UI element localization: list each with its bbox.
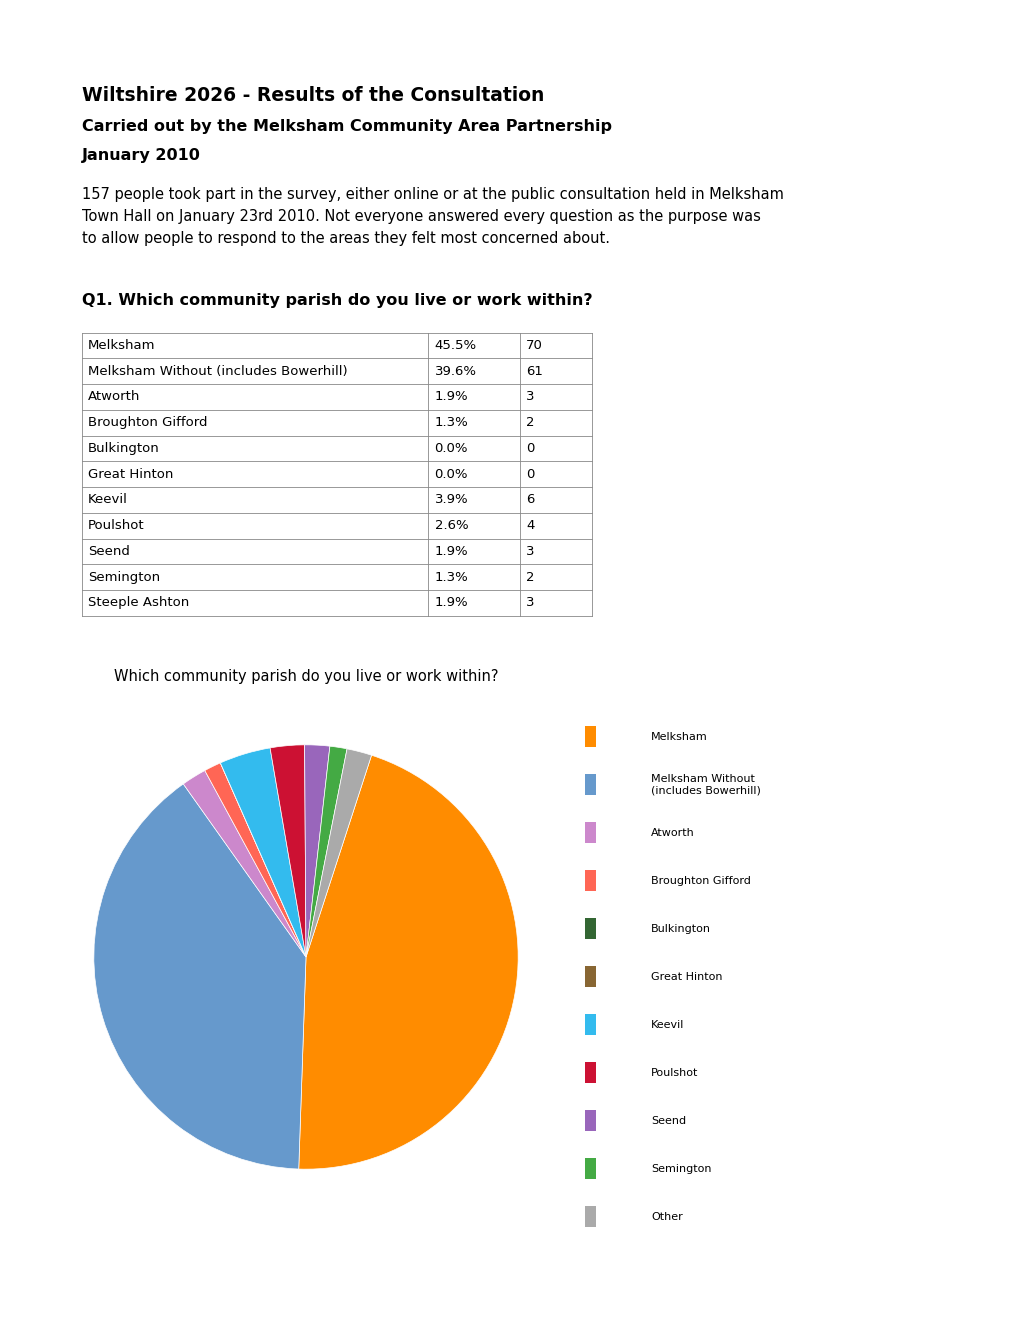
Wedge shape [220,763,306,957]
Wedge shape [183,771,306,957]
Wedge shape [305,744,329,957]
Text: Bulkington: Bulkington [88,442,159,455]
Text: Other: Other [650,1212,683,1222]
Text: 3: 3 [526,597,534,610]
Wedge shape [299,755,518,1170]
Text: 45.5%: 45.5% [434,339,476,352]
Text: 0: 0 [526,442,534,455]
Wedge shape [270,744,306,957]
Text: Q1. Which community parish do you live or work within?: Q1. Which community parish do you live o… [82,293,592,308]
Text: 1.3%: 1.3% [434,570,468,583]
Text: 0: 0 [526,467,534,480]
Bar [585,1206,595,1228]
Text: Melksham: Melksham [88,339,155,352]
Bar [585,966,595,987]
Text: Steeple Ashton: Steeple Ashton [88,597,189,610]
Text: Semington: Semington [650,1164,711,1173]
Text: Atworth: Atworth [88,391,140,404]
Text: Wiltshire 2026 - Results of the Consultation: Wiltshire 2026 - Results of the Consulta… [82,86,543,104]
Bar [585,1063,595,1084]
Text: Keevil: Keevil [88,494,127,507]
Text: 39.6%: 39.6% [434,364,476,378]
Wedge shape [306,746,346,957]
Bar [585,919,595,940]
Text: Melksham: Melksham [650,731,707,742]
Text: Atworth: Atworth [650,828,694,838]
Bar [585,1158,595,1179]
Wedge shape [94,784,306,1170]
Text: 0.0%: 0.0% [434,467,468,480]
Text: Semington: Semington [88,570,160,583]
Text: Carried out by the Melksham Community Area Partnership: Carried out by the Melksham Community Ar… [82,119,611,133]
Wedge shape [220,748,306,957]
Text: 6: 6 [526,494,534,507]
Text: Seend: Seend [650,1115,686,1126]
Bar [585,1014,595,1035]
Text: 2: 2 [526,416,534,429]
Text: January 2010: January 2010 [82,148,201,162]
Text: Melksham Without
(includes Bowerhill): Melksham Without (includes Bowerhill) [650,774,760,796]
Text: 70: 70 [526,339,543,352]
Text: 2: 2 [526,570,534,583]
Text: Broughton Gifford: Broughton Gifford [650,875,750,886]
Text: 1.9%: 1.9% [434,545,468,558]
Bar [585,775,595,796]
Text: Broughton Gifford: Broughton Gifford [88,416,207,429]
Bar [585,1110,595,1131]
Bar [585,726,595,747]
Text: 3: 3 [526,391,534,404]
Text: 3.9%: 3.9% [434,494,468,507]
Text: Keevil: Keevil [650,1020,684,1030]
Text: Great Hinton: Great Hinton [88,467,173,480]
Text: Bulkington: Bulkington [650,924,710,933]
Bar [585,870,595,891]
Wedge shape [220,763,306,957]
Text: Poulshot: Poulshot [650,1068,698,1078]
Wedge shape [205,763,306,957]
Text: 157 people took part in the survey, either online or at the public consultation : 157 people took part in the survey, eith… [82,187,783,246]
Text: 1.9%: 1.9% [434,391,468,404]
Title: Which community parish do you live or work within?: Which community parish do you live or wo… [114,669,497,684]
Text: 1.3%: 1.3% [434,416,468,429]
Text: 2.6%: 2.6% [434,519,468,532]
Text: 4: 4 [526,519,534,532]
Text: Poulshot: Poulshot [88,519,145,532]
Text: Great Hinton: Great Hinton [650,972,721,982]
Bar [585,822,595,843]
Text: Melksham Without (includes Bowerhill): Melksham Without (includes Bowerhill) [88,364,347,378]
Text: 61: 61 [526,364,543,378]
Text: Seend: Seend [88,545,129,558]
Text: 1.9%: 1.9% [434,597,468,610]
Wedge shape [306,748,371,957]
Text: 3: 3 [526,545,534,558]
Text: 0.0%: 0.0% [434,442,468,455]
